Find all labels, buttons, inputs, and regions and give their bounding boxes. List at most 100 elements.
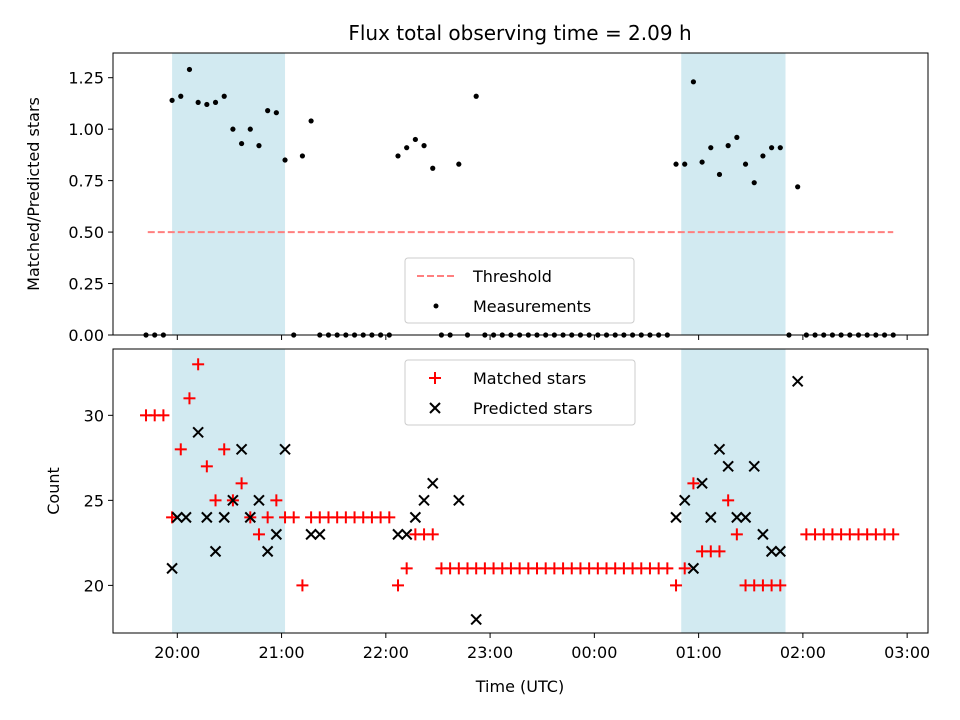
x-tick-label: 03:00 <box>884 643 930 662</box>
measurement-point <box>690 79 697 85</box>
measurement-point <box>769 145 775 151</box>
measurement-point <box>473 93 479 99</box>
predicted-star-point <box>180 511 192 524</box>
matched-star-point <box>713 545 726 558</box>
measurement-point <box>795 184 801 190</box>
matched-star-point <box>235 477 248 490</box>
predicted-star-point <box>696 477 708 490</box>
matched-star-point <box>687 477 700 490</box>
matched-star-point <box>730 528 743 541</box>
predicted-star-point <box>171 511 184 524</box>
matched-star-point <box>391 579 404 592</box>
matched-star-point <box>296 579 309 592</box>
x-axis-label: Time (UTC) <box>475 677 564 696</box>
measurement-point <box>308 118 314 124</box>
predicted-star-point <box>253 494 265 507</box>
predicted-star-point <box>166 562 178 575</box>
measurement-point <box>760 153 766 159</box>
ratio-plot-frame <box>112 52 929 336</box>
chart-title: Flux total observing time = 2.09 h <box>348 21 691 45</box>
measurement-point <box>212 99 219 106</box>
matched-star-point <box>426 528 439 541</box>
threshold-legend-label: Threshold <box>472 267 552 286</box>
measurement-point <box>273 110 279 116</box>
matched-star-point <box>157 409 170 422</box>
matched-star-point <box>252 528 265 541</box>
measurement-point <box>169 97 175 103</box>
matched-star-point <box>670 579 683 592</box>
predicted-star-point <box>201 511 213 524</box>
ratio-legend-box <box>404 257 635 324</box>
predicted-star-point <box>791 375 804 388</box>
measurement-point <box>751 180 757 186</box>
measurement-point <box>395 153 401 159</box>
y-tick-label: 0.75 <box>68 172 104 191</box>
predicted-star-point <box>757 528 769 541</box>
x-tick-label: 22:00 <box>363 643 409 662</box>
ratio-shaded-intervals <box>172 53 786 335</box>
count-shaded-intervals <box>172 349 786 633</box>
predicted-star-point <box>748 460 760 473</box>
y-tick-label: 1.00 <box>68 120 104 139</box>
predicted-star-point <box>218 511 230 524</box>
matched-star-point <box>678 562 691 575</box>
measurement-point <box>430 165 436 171</box>
predicted-star-point <box>209 545 222 558</box>
measurements-legend-label: Measurements <box>473 297 591 316</box>
measurement-point <box>221 93 227 99</box>
y-tick-label: 25 <box>84 491 104 510</box>
predicted-star-point <box>765 545 778 558</box>
predicted-star-point <box>192 426 204 439</box>
predicted-star-point <box>739 511 752 524</box>
predicted-star-point <box>314 528 326 541</box>
predicted-star-point <box>453 494 465 507</box>
matched-star-point <box>400 562 413 575</box>
matched-star-point <box>287 511 300 524</box>
observing-window-1 <box>172 53 286 335</box>
matched-star-point <box>218 443 231 456</box>
measurement-point <box>247 126 253 132</box>
observing-window-2 <box>681 53 786 335</box>
measurement-point <box>299 153 306 159</box>
matched-legend-swatch <box>429 372 441 384</box>
predicted-star-point <box>705 511 717 524</box>
measurement-point <box>230 126 236 132</box>
predicted-star-point <box>470 613 482 626</box>
y-tick-label: 0.25 <box>68 275 104 294</box>
matched-star-point <box>722 494 735 507</box>
measurement-point <box>716 171 723 178</box>
matched-legend-label: Matched stars <box>473 369 586 388</box>
matched-star-point <box>183 392 196 405</box>
predicted-legend-label: Predicted stars <box>473 399 593 418</box>
predicted-star-point <box>722 460 734 473</box>
observing-window-2 <box>681 349 786 633</box>
predicted-star-point <box>400 528 413 541</box>
ratio-y-axis: 0.00 0.25 0.50 0.75 1.00 1.25 <box>68 69 113 345</box>
matched-star-point <box>174 443 187 456</box>
predicted-star-point <box>305 528 317 541</box>
measurement-point <box>195 99 201 106</box>
measurement-point <box>412 136 418 143</box>
count-x-axis: 20:00 21:00 22:00 23:00 00:00 01:00 02:00 03:00 <box>154 633 930 662</box>
predicted-star-point <box>261 545 274 558</box>
measurement-point <box>699 159 705 165</box>
measurement-point <box>282 157 288 163</box>
measurement-point <box>734 134 740 140</box>
matched-star-point <box>774 579 787 592</box>
measurement-point <box>682 161 688 167</box>
matched-star-point <box>261 511 274 524</box>
count-y-label: Count <box>44 467 63 515</box>
measurement-point <box>404 145 410 151</box>
measurement-point <box>725 143 731 149</box>
ratio-y-label: Matched/Predicted stars <box>24 97 43 291</box>
matched-star-point <box>887 528 900 541</box>
matched-star-point <box>383 511 396 524</box>
predicted-star-point <box>235 443 248 456</box>
predicted-star-point <box>687 562 700 575</box>
predicted-legend-swatch <box>429 402 441 414</box>
measurement-point <box>256 143 262 149</box>
ratio-legend: Threshold Measurements <box>404 257 635 324</box>
ratio-x-axis <box>176 335 908 340</box>
predicted-star-point <box>409 511 422 524</box>
